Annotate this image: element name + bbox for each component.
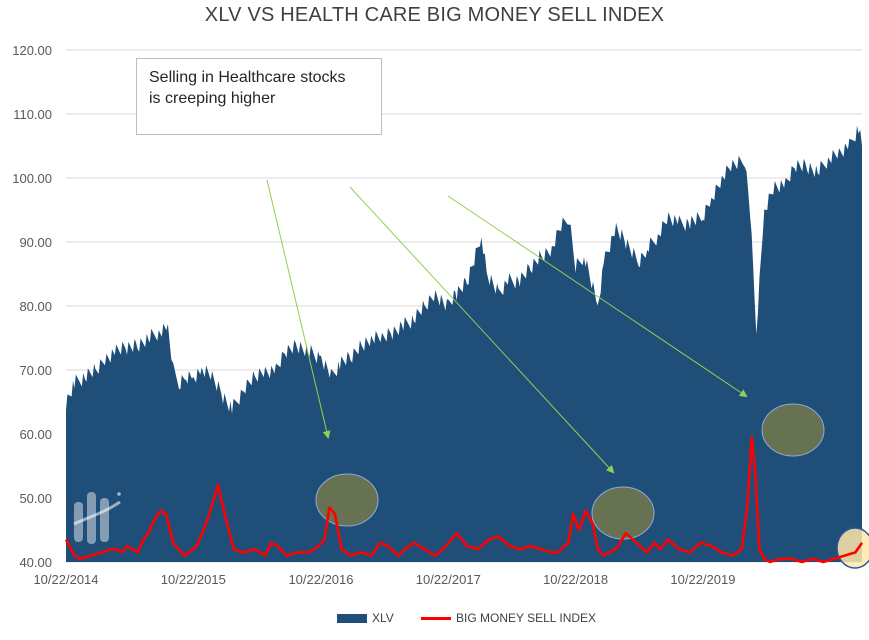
x-tick-label: 10/22/2018 <box>543 572 608 587</box>
y-tick-label: 90.00 <box>19 235 52 250</box>
legend-label-sell-index: BIG MONEY SELL INDEX <box>456 611 597 625</box>
annotation-arrow <box>447 195 748 398</box>
annotation-line-2: is creeping higher <box>149 90 276 107</box>
x-tick-label: 10/22/2017 <box>416 572 481 587</box>
x-tick-label: 10/22/2015 <box>161 572 226 587</box>
x-tick-label: 10/22/2014 <box>33 572 98 587</box>
watermark-logo <box>73 492 121 544</box>
legend-label-xlv: XLV <box>372 611 394 625</box>
annotation-arrow <box>349 186 615 474</box>
legend-swatch-xlv <box>337 613 367 623</box>
y-tick-label: 40.00 <box>19 555 52 570</box>
y-tick-label: 110.00 <box>13 107 52 122</box>
legend-swatch-sell-index <box>421 616 451 620</box>
annotation-line-1: Selling in Healthcare stocks <box>149 69 346 86</box>
annotation-arrow <box>266 179 331 439</box>
x-tick-label: 10/22/2019 <box>670 572 735 587</box>
y-axis: 40.00 50.00 60.00 70.00 80.00 90.00 100.00 110.… <box>12 43 52 570</box>
highlight-circle <box>591 486 655 540</box>
xlv-area-layer <box>66 125 862 562</box>
highlight-circles <box>315 403 869 569</box>
y-tick-label: 50.00 <box>19 491 52 506</box>
xlv-area <box>66 125 862 562</box>
annotation-callout: Selling in Healthcare stocks is creeping… <box>136 58 382 135</box>
y-tick-label: 100.00 <box>12 171 52 186</box>
legend: XLV BIG MONEY SELL INDEX <box>0 611 869 629</box>
highlight-circle <box>761 403 825 457</box>
legend-item-sell-index: BIG MONEY SELL INDEX <box>421 611 596 625</box>
y-tick-label: 120.00 <box>12 43 52 58</box>
highlight-circle <box>315 473 379 527</box>
sell-index-line-layer <box>64 435 864 564</box>
highlight-circle <box>836 527 869 569</box>
x-tick-label: 10/22/2016 <box>288 572 353 587</box>
sell-index-line <box>64 435 864 564</box>
y-tick-label: 70.00 <box>19 363 52 378</box>
chart-title: XLV VS HEALTH CARE BIG MONEY SELL INDEX <box>204 4 665 26</box>
legend-item-xlv: XLV <box>337 611 394 625</box>
y-tick-label: 80.00 <box>19 299 52 314</box>
x-axis: 10/22/2014 10/22/2015 10/22/2016 10/22/2017… <box>33 572 735 587</box>
annotation-arrows <box>266 179 748 474</box>
y-tick-label: 60.00 <box>19 427 52 442</box>
